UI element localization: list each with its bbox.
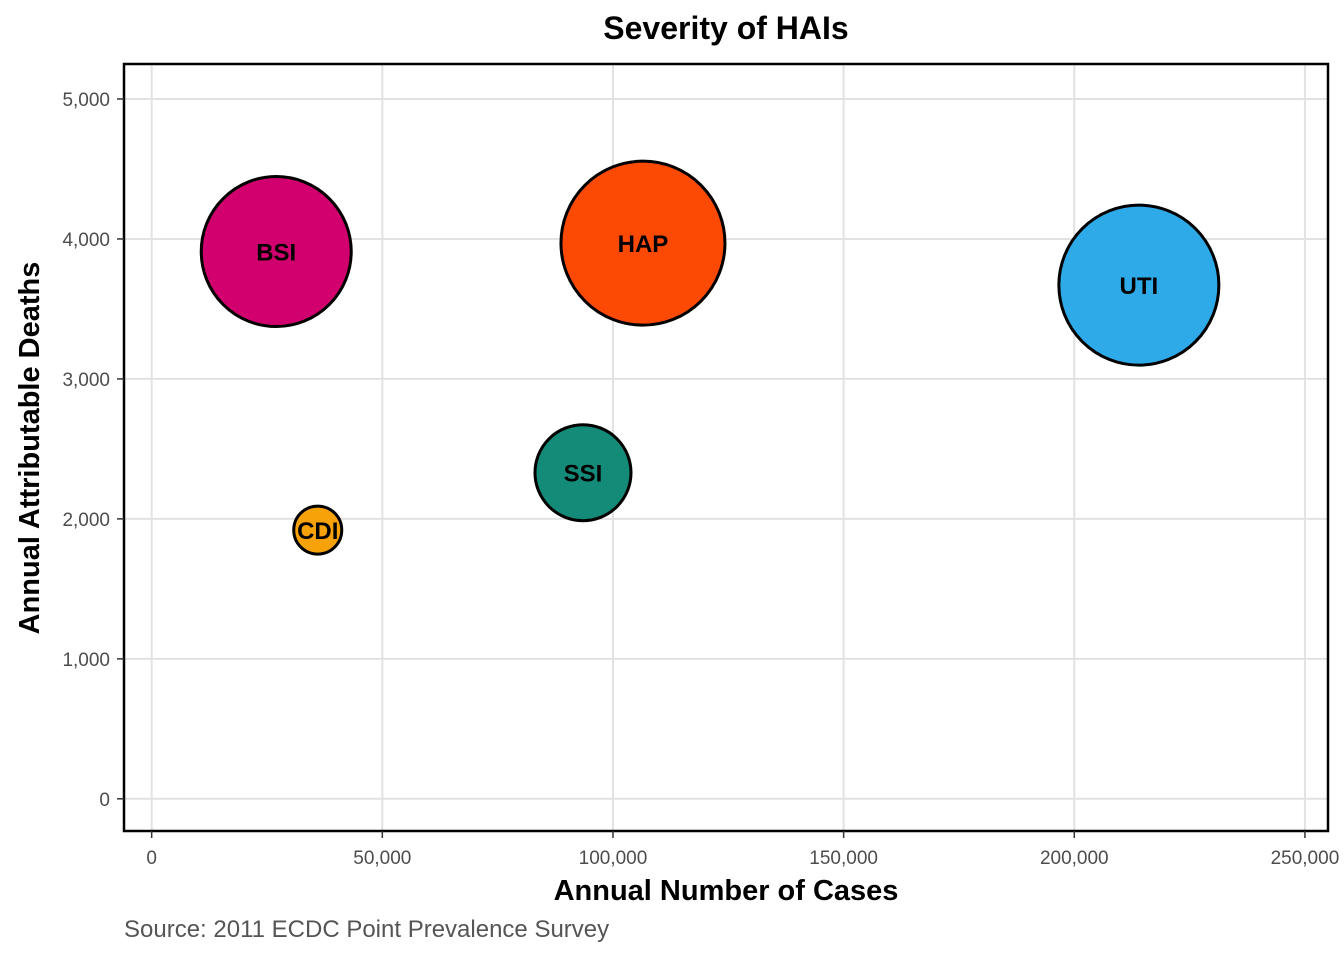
y-axis-title: Annual Attributable Deaths bbox=[14, 262, 46, 635]
bubble-label-cdi: CDI bbox=[297, 518, 338, 545]
bubble-uti bbox=[1057, 203, 1221, 367]
x-tick-label: 0 bbox=[146, 848, 157, 869]
x-axis-ticks: 0 50,000 100,000 150,000 200,000 250,000 bbox=[146, 831, 1339, 869]
y-tick-label: 1,000 bbox=[62, 650, 110, 671]
y-tick-label: 3,000 bbox=[62, 370, 110, 391]
bubble-bsi bbox=[199, 175, 353, 329]
x-tick-label: 50,000 bbox=[353, 848, 411, 869]
x-tick-label: 250,000 bbox=[1271, 848, 1340, 869]
bubble-label-uti: UTI bbox=[1120, 273, 1159, 300]
x-tick-label: 100,000 bbox=[579, 848, 648, 869]
bubble-label-bsi: BSI bbox=[256, 240, 296, 267]
bubble-hap bbox=[559, 159, 727, 327]
y-tick-label: 5,000 bbox=[62, 90, 110, 111]
bubble-cdi bbox=[292, 504, 344, 556]
x-axis-title: Annual Number of Cases bbox=[554, 875, 899, 907]
bubble-label-ssi: SSI bbox=[564, 461, 603, 488]
source-caption: Source: 2011 ECDC Point Prevalence Surve… bbox=[124, 916, 610, 943]
x-tick-label: 150,000 bbox=[809, 848, 878, 869]
panel-border bbox=[122, 62, 1330, 833]
x-tick-label: 200,000 bbox=[1040, 848, 1109, 869]
grid-lines bbox=[124, 64, 1328, 831]
y-axis-ticks: 0 1,000 2,000 3,000 4,000 5,000 bbox=[62, 90, 124, 811]
bubble-ssi bbox=[533, 423, 633, 523]
y-tick-label: 2,000 bbox=[62, 510, 110, 531]
y-tick-label: 0 bbox=[99, 790, 110, 811]
chart-title: Severity of HAIs bbox=[603, 10, 849, 46]
bubbles: BSI HAP UTI SSI CDI bbox=[199, 159, 1221, 556]
bubble-label-hap: HAP bbox=[618, 231, 669, 258]
y-tick-label: 4,000 bbox=[62, 230, 110, 251]
